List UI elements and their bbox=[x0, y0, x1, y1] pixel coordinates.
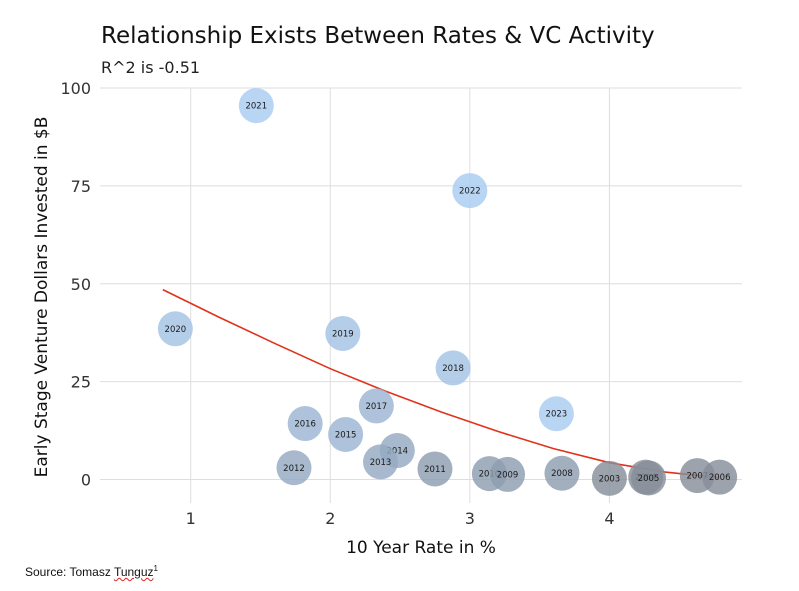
grid bbox=[100, 87, 742, 503]
point-marker-2008 bbox=[544, 455, 580, 491]
y-tick-label-25: 25 bbox=[71, 373, 91, 392]
point-marker-2012 bbox=[276, 450, 312, 486]
point-label-2014: 2014 bbox=[386, 447, 408, 457]
y-tick-label-100: 100 bbox=[60, 79, 91, 98]
point-marker-2017 bbox=[358, 388, 394, 424]
data-point-2015: 2015 bbox=[328, 416, 364, 452]
data-point-2020: 2020 bbox=[157, 311, 193, 347]
y-tick-label-0: 0 bbox=[81, 471, 91, 490]
point-marker-2003 bbox=[591, 460, 627, 496]
source-note: Source: Tomasz Tunguz1 bbox=[25, 564, 158, 579]
point-marker-2009 bbox=[490, 456, 526, 492]
point-marker-2020 bbox=[157, 311, 193, 347]
data-point-2006: 2006 bbox=[702, 459, 738, 495]
chart-title: Relationship Exists Between Rates & VC A… bbox=[101, 23, 655, 49]
scatter-chart: Relationship Exists Between Rates & VC A… bbox=[32, 23, 742, 558]
data-point-2017: 2017 bbox=[358, 388, 394, 424]
data-point-2003: 2003 bbox=[591, 460, 627, 496]
source-footnote-marker: 1 bbox=[153, 564, 158, 573]
data-point-2012: 2012 bbox=[276, 450, 312, 486]
chart-subtitle: R^2 is -0.51 bbox=[101, 58, 200, 77]
data-point-2018: 2018 bbox=[435, 350, 471, 386]
point-marker-2023 bbox=[538, 396, 574, 432]
data-point-2008: 2008 bbox=[544, 455, 580, 491]
point-label-2023: 2023 bbox=[546, 410, 568, 420]
y-tick-label-50: 50 bbox=[71, 275, 91, 294]
x-tick-label-3: 3 bbox=[465, 509, 475, 528]
y-tick-label-75: 75 bbox=[71, 177, 91, 196]
point-label-2015: 2015 bbox=[335, 430, 357, 440]
point-label-2022: 2022 bbox=[459, 187, 481, 197]
point-label-2020: 2020 bbox=[165, 325, 187, 335]
point-marker-2022 bbox=[452, 173, 488, 209]
source-prefix: Source: Tomasz bbox=[25, 565, 114, 579]
data-point-2013: 2013 bbox=[363, 444, 399, 480]
data-point-2022: 2022 bbox=[452, 173, 488, 209]
point-marker-2005 bbox=[630, 460, 666, 496]
data-points: 2021 2022 2020 2019 2018 2023 2017 2016 2015 2014… bbox=[157, 88, 738, 496]
data-point-2023: 2023 bbox=[538, 396, 574, 432]
point-label-2010: 2010 bbox=[479, 470, 501, 480]
point-marker-2016 bbox=[287, 406, 323, 442]
data-point-2016: 2016 bbox=[287, 406, 323, 442]
data-point-2019: 2019 bbox=[325, 315, 361, 351]
point-label-2008: 2008 bbox=[551, 469, 573, 479]
data-point-2011: 2011 bbox=[417, 451, 453, 487]
source-author: Tunguz bbox=[113, 565, 154, 579]
x-axis-label: 10 Year Rate in % bbox=[346, 538, 496, 558]
point-label-2012: 2012 bbox=[283, 464, 305, 474]
point-label-2007: 2007 bbox=[687, 472, 709, 482]
x-tick-label-1: 1 bbox=[186, 509, 196, 528]
y-axis-ticks: 0 25 50 75 100 bbox=[60, 79, 91, 490]
point-marker-2019 bbox=[325, 315, 361, 351]
point-marker-2011 bbox=[417, 451, 453, 487]
trend-line bbox=[162, 288, 719, 479]
point-marker-2018 bbox=[435, 350, 471, 386]
x-axis-ticks: 1 2 3 4 bbox=[186, 509, 615, 528]
point-label-2021: 2021 bbox=[245, 102, 267, 112]
point-label-2017: 2017 bbox=[366, 402, 388, 412]
point-label-2005: 2005 bbox=[638, 474, 660, 484]
point-label-2009: 2009 bbox=[497, 470, 519, 480]
data-point-2005: 2005 bbox=[630, 460, 666, 496]
point-marker-2015 bbox=[328, 416, 364, 452]
x-tick-label-2: 2 bbox=[325, 509, 335, 528]
data-point-2021: 2021 bbox=[238, 88, 274, 124]
point-label-2013: 2013 bbox=[370, 458, 392, 468]
point-label-2016: 2016 bbox=[294, 420, 316, 430]
point-label-2006: 2006 bbox=[709, 473, 731, 483]
point-label-2011: 2011 bbox=[424, 465, 446, 475]
point-label-2018: 2018 bbox=[442, 364, 464, 374]
point-marker-2006 bbox=[702, 459, 738, 495]
point-label-2003: 2003 bbox=[599, 474, 621, 484]
data-point-2009: 2009 bbox=[490, 456, 526, 492]
point-marker-2021 bbox=[238, 88, 274, 124]
y-axis-label: Early Stage Venture Dollars Invested in … bbox=[32, 117, 52, 478]
point-label-2019: 2019 bbox=[332, 329, 354, 339]
point-marker-2013 bbox=[363, 444, 399, 480]
x-tick-label-4: 4 bbox=[604, 509, 614, 528]
